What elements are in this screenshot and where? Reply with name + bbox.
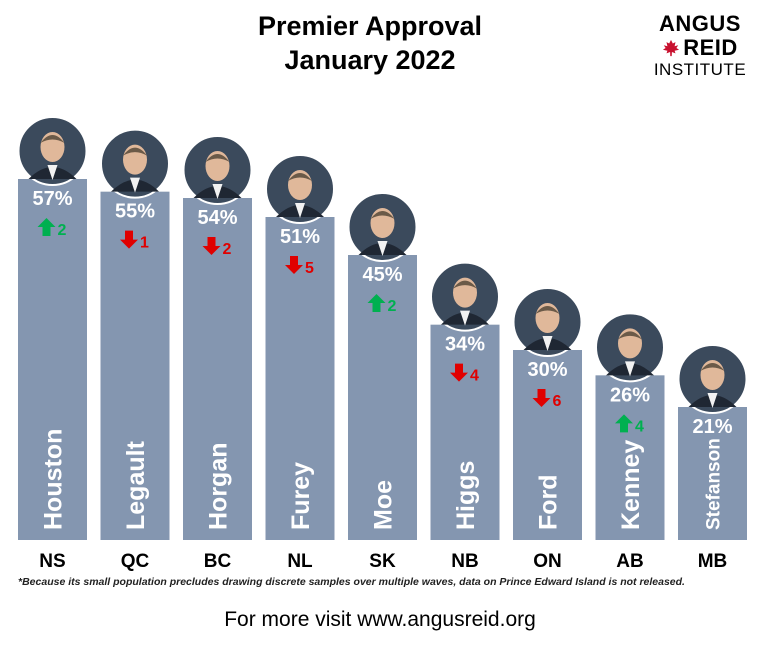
bar-ns	[18, 179, 87, 540]
change-label: 4	[470, 368, 479, 385]
logo-text-institute: INSTITUTE	[653, 60, 747, 79]
premier-name-label: Higgs	[452, 461, 480, 530]
maple-leaf-icon	[663, 39, 680, 57]
value-label: 21%	[692, 416, 732, 438]
value-label: 30%	[527, 359, 567, 381]
change-label: 2	[58, 222, 67, 239]
bar-chart: 57% 2 Houston NS 55% 1 Legault QC 54% 2 Horgan BC 51…	[17, 116, 748, 572]
category-tick-label: BC	[204, 551, 232, 572]
value-label: 26%	[610, 384, 650, 406]
arrow-down-icon	[450, 363, 468, 382]
arrow-down-icon	[120, 230, 138, 249]
change-label: 6	[553, 393, 562, 410]
category-tick-label: SK	[369, 551, 396, 572]
bar-nb	[430, 324, 500, 540]
arrow-up-icon	[367, 294, 386, 312]
chart-title: Premier Approval	[257, 11, 483, 41]
footer-link[interactable]: For more visit www.angusreid.org	[224, 608, 536, 631]
arrow-up-icon	[615, 414, 633, 433]
category-tick-label: MB	[698, 551, 728, 572]
premier-photo-avatar	[347, 192, 418, 262]
arrow-down-icon	[202, 237, 221, 255]
premier-photo-avatar	[677, 344, 748, 414]
category-tick-label: NB	[451, 551, 478, 572]
premier-name-label: Moe	[370, 480, 398, 530]
value-label: 45%	[362, 264, 402, 286]
change-label: 4	[635, 418, 644, 435]
bar-ab	[595, 375, 665, 540]
premier-name-label: Kenney	[617, 440, 645, 530]
value-label: 54%	[197, 207, 237, 229]
premier-photo-avatar	[430, 261, 500, 332]
arrow-up-icon	[37, 218, 56, 236]
premier-name-label: Ford	[535, 474, 563, 530]
change-label: 5	[305, 260, 314, 277]
logo-text-reid: REID	[683, 35, 738, 60]
value-label: 34%	[445, 334, 485, 356]
premier-photo-avatar	[265, 154, 335, 224]
change-label: 1	[140, 235, 149, 252]
premier-photo-avatar	[17, 116, 88, 186]
premier-photo-avatar	[512, 287, 583, 357]
arrow-down-icon	[532, 389, 551, 407]
category-tick-label: QC	[121, 551, 150, 572]
bar-qc	[100, 191, 170, 540]
bar-on	[513, 350, 582, 540]
logo-reid-row: REID	[645, 36, 755, 60]
chart-subtitle: January 2022	[284, 45, 456, 75]
premier-name-label: Furey	[287, 462, 315, 530]
bar-nl	[265, 217, 335, 540]
category-tick-label: NL	[287, 551, 313, 572]
premier-photo-avatar	[595, 312, 665, 383]
arrow-down-icon	[285, 256, 303, 274]
value-label: 57%	[32, 188, 72, 210]
value-label: 51%	[280, 226, 320, 248]
premier-photo-avatar	[182, 135, 253, 205]
angus-reid-logo: ANGUS REID INSTITUTE	[645, 12, 755, 80]
premier-name-label: Legault	[122, 440, 150, 530]
change-label: 2	[388, 298, 397, 315]
premier-name-label: Horgan	[205, 443, 233, 531]
premier-name-label: Stefanson	[703, 438, 724, 530]
logo-text-angus: ANGUS	[659, 11, 741, 36]
category-tick-label: NS	[39, 551, 65, 572]
premier-name-label: Houston	[40, 429, 68, 530]
value-label: 55%	[115, 201, 155, 223]
footnote: *Because its small population precludes …	[18, 576, 685, 588]
bar-bc	[183, 198, 252, 540]
category-tick-label: AB	[616, 551, 643, 572]
change-label: 2	[223, 241, 232, 258]
premier-photo-avatar	[100, 128, 170, 199]
category-tick-label: ON	[533, 551, 562, 572]
bar-mb	[678, 407, 747, 540]
